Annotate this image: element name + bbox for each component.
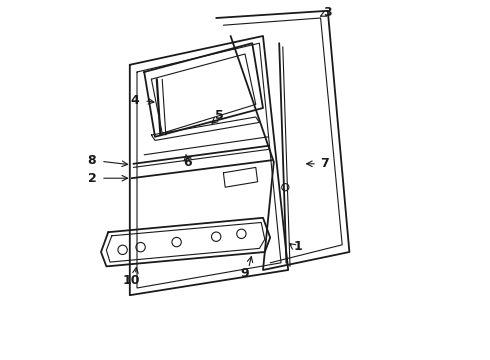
Text: 7: 7 — [320, 157, 329, 170]
Text: 9: 9 — [241, 267, 249, 280]
Text: 6: 6 — [183, 156, 192, 168]
Text: 4: 4 — [131, 94, 140, 107]
Text: 8: 8 — [88, 154, 97, 167]
Text: 1: 1 — [294, 240, 303, 253]
Text: 3: 3 — [323, 6, 332, 19]
Text: 2: 2 — [88, 172, 97, 185]
Text: 5: 5 — [216, 109, 224, 122]
Text: 10: 10 — [123, 274, 140, 287]
